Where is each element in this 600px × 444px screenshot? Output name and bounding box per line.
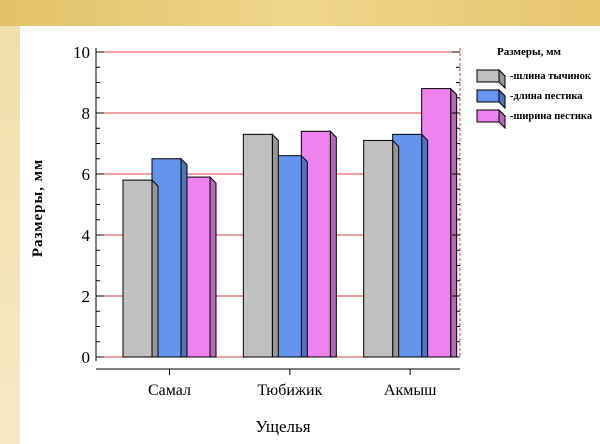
bar-side-face	[151, 178, 159, 358]
bar-side-face	[450, 87, 458, 358]
top-decor-band	[0, 0, 600, 26]
bar-side-face	[329, 130, 337, 358]
bar-side-face	[392, 139, 400, 358]
y-tick-label: 2	[82, 287, 91, 306]
bar	[242, 133, 279, 358]
x-tick-label: Тюбижик	[257, 382, 322, 399]
bar-side-face	[180, 157, 188, 358]
y-axis-ticks: 0 2 4 6 8 10	[73, 43, 460, 367]
y-tick-label: 6	[82, 165, 91, 184]
x-axis-title: Ущелья	[255, 417, 310, 436]
y-tick-label: 4	[82, 226, 91, 245]
legend-swatch	[476, 109, 500, 123]
bars	[122, 87, 458, 358]
y-tick-label: 8	[82, 104, 91, 123]
left-decor-band	[0, 26, 20, 444]
y-axis-title: Размеры, мм	[30, 159, 46, 257]
legend-title: Размеры, мм	[497, 46, 562, 58]
legend: Размеры, мм -шлина тычинок -длина пестика…	[475, 46, 593, 130]
legend-item: -ширина пестика	[475, 108, 593, 130]
y-tick-label: 10	[73, 43, 90, 62]
legend-swatch-side	[498, 108, 506, 130]
bar-side-face	[421, 133, 429, 358]
x-tick-label: Акмыш	[384, 382, 437, 399]
x-tick-label: Самал	[148, 382, 191, 399]
legend-swatch-side	[498, 68, 506, 90]
bar	[122, 178, 159, 358]
legend-swatch	[476, 89, 500, 103]
legend-item: -длина пестика	[475, 88, 583, 110]
legend-label: -ширина пестика	[510, 111, 593, 122]
x-axis-ticks: Самал Тюбижик Акмыш	[148, 369, 437, 399]
bar-side-face	[271, 133, 279, 358]
bar-side-face	[209, 175, 217, 358]
legend-swatch-side	[498, 88, 506, 110]
legend-label: -шлина тычинок	[510, 71, 592, 82]
bar	[363, 139, 400, 358]
legend-swatch	[476, 69, 500, 83]
legend-item: -шлина тычинок	[475, 68, 592, 90]
bar-front-face	[242, 133, 273, 358]
bar-front-face	[122, 179, 153, 358]
bar-side-face	[300, 154, 308, 358]
y-tick-label: 0	[82, 348, 91, 367]
bar-front-face	[363, 139, 394, 358]
legend-label: -длина пестика	[510, 91, 583, 102]
